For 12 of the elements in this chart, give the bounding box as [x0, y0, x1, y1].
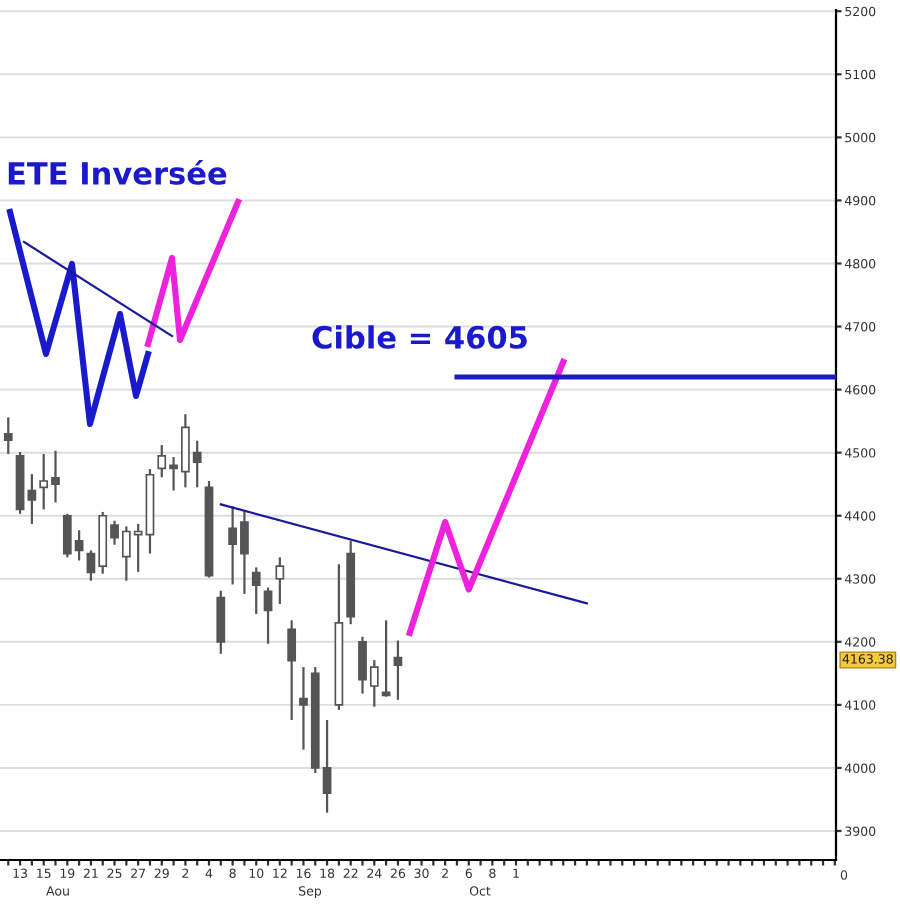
- candlestick: [27, 472, 37, 526]
- candlestick: [275, 556, 285, 606]
- candlestick: [287, 619, 297, 722]
- candlestick: [381, 619, 391, 698]
- annotation: ETE Inversée: [8, 159, 227, 185]
- candlestick: [393, 639, 403, 701]
- line-series: [406, 358, 567, 637]
- candlestick: [3, 416, 13, 456]
- annotation: Cible = 4605: [312, 325, 527, 349]
- candlestick: [216, 589, 226, 655]
- candlestick: [263, 586, 273, 645]
- candlestick: [251, 566, 261, 616]
